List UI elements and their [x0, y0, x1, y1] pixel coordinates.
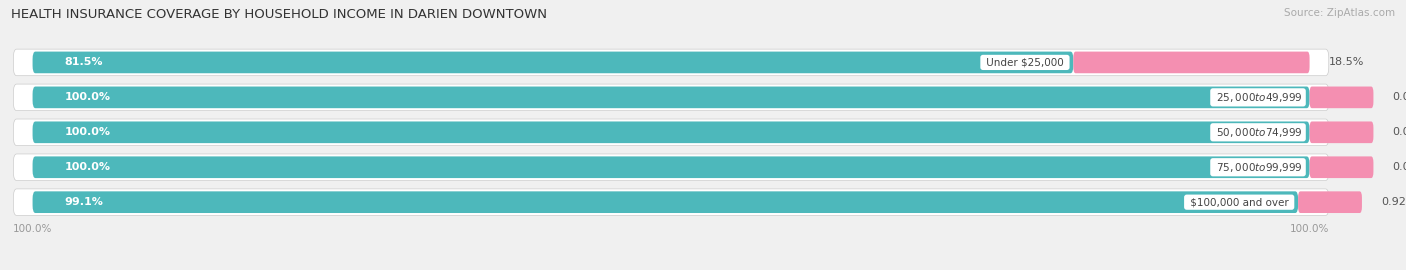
FancyBboxPatch shape [32, 52, 1073, 73]
Text: 100.0%: 100.0% [65, 162, 111, 172]
Text: Under $25,000: Under $25,000 [983, 58, 1067, 68]
Text: 99.1%: 99.1% [65, 197, 104, 207]
Text: 100.0%: 100.0% [65, 127, 111, 137]
FancyBboxPatch shape [1309, 86, 1374, 108]
FancyBboxPatch shape [14, 154, 1329, 181]
Text: 0.0%: 0.0% [1392, 127, 1406, 137]
FancyBboxPatch shape [32, 191, 1298, 213]
FancyBboxPatch shape [14, 84, 1329, 111]
Text: 0.92%: 0.92% [1381, 197, 1406, 207]
FancyBboxPatch shape [1298, 191, 1362, 213]
Text: $75,000 to $99,999: $75,000 to $99,999 [1213, 161, 1303, 174]
Text: 81.5%: 81.5% [65, 58, 103, 68]
FancyBboxPatch shape [32, 156, 1309, 178]
Text: 18.5%: 18.5% [1329, 58, 1364, 68]
FancyBboxPatch shape [1073, 52, 1309, 73]
FancyBboxPatch shape [14, 49, 1329, 76]
Text: HEALTH INSURANCE COVERAGE BY HOUSEHOLD INCOME IN DARIEN DOWNTOWN: HEALTH INSURANCE COVERAGE BY HOUSEHOLD I… [11, 8, 547, 21]
FancyBboxPatch shape [32, 122, 1309, 143]
FancyBboxPatch shape [14, 189, 1329, 215]
Text: 0.0%: 0.0% [1392, 92, 1406, 102]
FancyBboxPatch shape [1309, 156, 1374, 178]
Text: $50,000 to $74,999: $50,000 to $74,999 [1213, 126, 1303, 139]
Text: Source: ZipAtlas.com: Source: ZipAtlas.com [1284, 8, 1395, 18]
FancyBboxPatch shape [1309, 122, 1374, 143]
FancyBboxPatch shape [14, 119, 1329, 146]
FancyBboxPatch shape [32, 86, 1309, 108]
Text: $25,000 to $49,999: $25,000 to $49,999 [1213, 91, 1303, 104]
Text: 100.0%: 100.0% [65, 92, 111, 102]
Text: 0.0%: 0.0% [1392, 162, 1406, 172]
Text: $100,000 and over: $100,000 and over [1187, 197, 1292, 207]
